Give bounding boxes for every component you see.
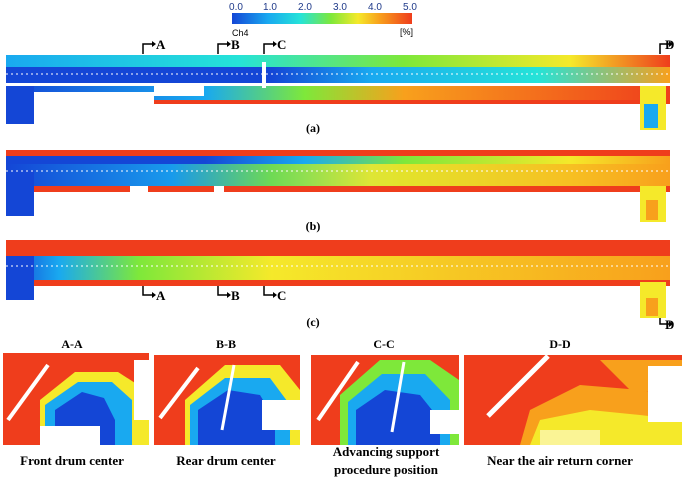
section-marker-top-b: B bbox=[231, 37, 240, 52]
cross-section-caption-d: Near the air return corner bbox=[487, 453, 633, 468]
colorbar-tick-1: 1.0 bbox=[263, 2, 277, 13]
cross-section-title-b: B-B bbox=[215, 337, 237, 351]
colorbar-unit-label: [%] bbox=[400, 27, 414, 37]
colorbar-tick-4: 4.0 bbox=[368, 2, 382, 13]
cross-section-caption-b: Rear drum center bbox=[176, 453, 276, 468]
colorbar-gradient bbox=[232, 13, 412, 24]
colorbar-tick-5: 5.0 bbox=[403, 2, 417, 13]
section-marker-top-c: C bbox=[277, 37, 287, 52]
cross-section-title-d: D-D bbox=[549, 337, 571, 351]
section-marker-bottom-a: A bbox=[156, 288, 166, 303]
colorbar-tick-2: 2.0 bbox=[298, 2, 312, 13]
colorbar-gas-label: Ch4 bbox=[232, 28, 249, 38]
panel-label-b: (b) bbox=[305, 219, 321, 233]
section-marker-bottom-b: B bbox=[231, 288, 240, 303]
cross-section-title-a: A-A bbox=[61, 337, 83, 351]
panel-label-a: (a) bbox=[306, 121, 320, 135]
section-marker-top-a: A bbox=[156, 37, 166, 52]
cross-section-title-c: C-C bbox=[373, 337, 395, 351]
cross-section-caption-a: Front drum center bbox=[20, 453, 124, 468]
cross-section-caption-c-line1: Advancing support bbox=[332, 444, 440, 459]
section-marker-bottom-d: D bbox=[665, 317, 675, 332]
cross-section-c bbox=[311, 355, 459, 445]
cross-section-d bbox=[464, 354, 682, 445]
cross-section-a bbox=[3, 353, 149, 446]
panel-label-c: (c) bbox=[306, 315, 320, 329]
colorbar-tick-0: 0.0 bbox=[229, 2, 243, 13]
cross-section-b bbox=[154, 355, 300, 445]
colorbar-tick-3: 3.0 bbox=[333, 2, 347, 13]
cross-section-caption-c-line2: procedure position bbox=[334, 462, 438, 477]
cross-section-caption-c: Advancing support procedure position bbox=[333, 443, 440, 479]
section-marker-top-d: D bbox=[665, 37, 675, 52]
section-marker-bottom-c: C bbox=[277, 288, 287, 303]
